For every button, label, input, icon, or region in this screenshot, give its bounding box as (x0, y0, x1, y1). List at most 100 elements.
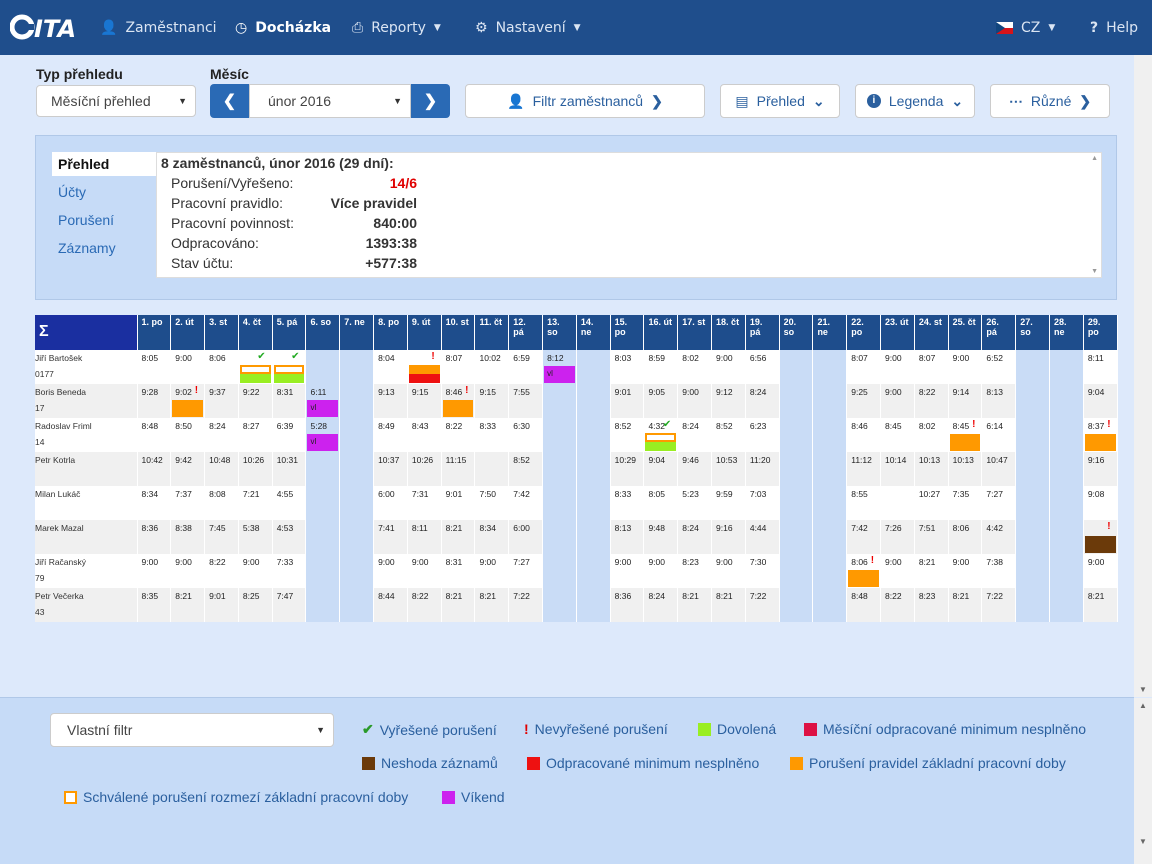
day-cell[interactable] (576, 384, 611, 418)
day-cell[interactable]: 10:27 (914, 486, 949, 520)
scroll-down-icon[interactable]: ▼ (1139, 685, 1147, 694)
day-cell[interactable]: ✔ (238, 350, 273, 384)
day-cell[interactable]: 9:04 (1083, 384, 1118, 418)
day-cell[interactable]: 8:05 (137, 350, 172, 384)
employee-name-cell[interactable]: Petr Večerka 43 (35, 588, 138, 622)
day-cell[interactable] (576, 350, 611, 384)
day-header[interactable]: 16. út (643, 315, 679, 350)
day-cell[interactable] (542, 418, 577, 452)
day-cell[interactable]: 8:31 (441, 554, 476, 588)
day-cell[interactable]: 9:00 (373, 554, 408, 588)
language-selector[interactable]: CZ ▼ (996, 0, 1055, 55)
day-cell[interactable]: 8:21 (1083, 588, 1118, 622)
day-cell[interactable]: 10:29 (610, 452, 645, 486)
day-cell[interactable] (339, 384, 375, 418)
day-cell[interactable]: 4:42 (981, 520, 1017, 554)
day-cell[interactable]: 7:51 (914, 520, 949, 554)
day-cell[interactable]: 7:03 (745, 486, 780, 520)
day-cell[interactable] (812, 452, 848, 486)
day-cell[interactable] (305, 452, 341, 486)
day-cell[interactable]: 6:56 (745, 350, 780, 384)
day-cell[interactable]: 8:05 (643, 486, 679, 520)
day-cell[interactable]: 7:22 (745, 588, 780, 622)
day-cell[interactable]: 9:15 (474, 384, 510, 418)
employee-name-cell[interactable]: Petr Kotrla (35, 452, 138, 486)
day-header[interactable]: 2. út (170, 315, 206, 350)
day-cell[interactable]: 7:33 (272, 554, 307, 588)
next-month-button[interactable]: ❯ (411, 84, 450, 118)
day-header[interactable]: 1. po (137, 315, 172, 350)
day-cell[interactable]: 5:28 vl (305, 418, 341, 452)
day-cell[interactable]: 8:43 (407, 418, 442, 452)
day-cell[interactable]: 9:25 (846, 384, 882, 418)
day-cell[interactable]: 8:21 (677, 588, 713, 622)
day-cell[interactable] (576, 486, 611, 520)
day-cell[interactable]: 8:37! (1083, 418, 1118, 452)
day-cell[interactable]: 8:04 (373, 350, 408, 384)
day-header[interactable]: 4. čt (238, 315, 273, 350)
day-cell[interactable] (1015, 588, 1051, 622)
day-cell[interactable] (305, 588, 341, 622)
day-cell[interactable]: 8:12 vl (542, 350, 577, 384)
day-cell[interactable]: 9:00 (170, 554, 206, 588)
day-cell[interactable]: 7:22 (508, 588, 544, 622)
day-cell[interactable]: 8:24 (204, 418, 239, 452)
day-header[interactable]: 15. po (610, 315, 645, 350)
day-cell[interactable]: 10:26 (407, 452, 442, 486)
day-cell[interactable] (1015, 384, 1051, 418)
day-cell[interactable]: 11:15 (441, 452, 476, 486)
employee-name-cell[interactable]: Marek Mazal (35, 520, 138, 554)
day-cell[interactable]: 10:14 (880, 452, 915, 486)
day-cell[interactable] (880, 486, 915, 520)
day-cell[interactable]: 8:06 (204, 350, 239, 384)
ita-logo[interactable]: ITA (10, 13, 76, 41)
day-cell[interactable]: 8:07 (914, 350, 949, 384)
day-header[interactable]: 13. so (542, 315, 577, 350)
day-cell[interactable]: 6:30 (508, 418, 544, 452)
day-cell[interactable]: 9:08 (1083, 486, 1118, 520)
day-cell[interactable]: 6:52 (981, 350, 1017, 384)
day-cell[interactable]: 8:13 (981, 384, 1017, 418)
day-cell[interactable]: 7:26 (880, 520, 915, 554)
employee-name-cell[interactable]: Jiří Bartošek 0177 (35, 350, 138, 384)
day-header[interactable]: 24. st (914, 315, 949, 350)
day-header[interactable]: 19. pá (745, 315, 780, 350)
day-cell[interactable]: 7:42 (508, 486, 544, 520)
day-cell[interactable]: 11:12 (846, 452, 882, 486)
day-cell[interactable]: 9:22 (238, 384, 273, 418)
scroll-up-icon[interactable]: ▲ (1091, 155, 1098, 162)
day-cell[interactable]: 9:00 (1083, 554, 1118, 588)
main-scrollbar[interactable]: ▼ (1134, 55, 1152, 697)
employee-name-cell[interactable]: Jiří Račanský 79 (35, 554, 138, 588)
day-cell[interactable] (339, 486, 375, 520)
day-cell[interactable]: 9:15 (407, 384, 442, 418)
day-cell[interactable] (1015, 486, 1051, 520)
day-header[interactable]: 9. út (407, 315, 442, 350)
day-cell[interactable]: 9:46 (677, 452, 713, 486)
day-cell[interactable]: 9:00 (170, 350, 206, 384)
day-cell[interactable]: 8:24 (745, 384, 780, 418)
day-cell[interactable]: 5:23 (677, 486, 713, 520)
day-cell[interactable]: 8:21 (441, 520, 476, 554)
day-cell[interactable] (1015, 452, 1051, 486)
month-select[interactable]: únor 2016 ▼ (249, 84, 411, 118)
day-cell[interactable]: 7:41 (373, 520, 408, 554)
day-cell[interactable]: 8:50 (170, 418, 206, 452)
day-cell[interactable]: 9:01 (610, 384, 645, 418)
day-cell[interactable] (812, 384, 848, 418)
day-cell[interactable]: 6:14 (981, 418, 1017, 452)
day-cell[interactable]: 7:21 (238, 486, 273, 520)
day-cell[interactable]: 8:49 (373, 418, 408, 452)
day-header[interactable]: 17. st (677, 315, 713, 350)
day-cell[interactable] (576, 588, 611, 622)
day-header[interactable]: 20. so (779, 315, 814, 350)
day-cell[interactable] (1049, 486, 1084, 520)
tab-prehled[interactable]: Přehled (52, 152, 156, 176)
day-cell[interactable] (1015, 520, 1051, 554)
day-cell[interactable] (542, 588, 577, 622)
legenda-button[interactable]: i Legenda ⌄ (855, 84, 975, 118)
day-cell[interactable] (339, 520, 375, 554)
day-cell[interactable]: 8:46! (441, 384, 476, 418)
day-cell[interactable]: 9:00 (880, 350, 915, 384)
day-cell[interactable]: 8:22 (407, 588, 442, 622)
